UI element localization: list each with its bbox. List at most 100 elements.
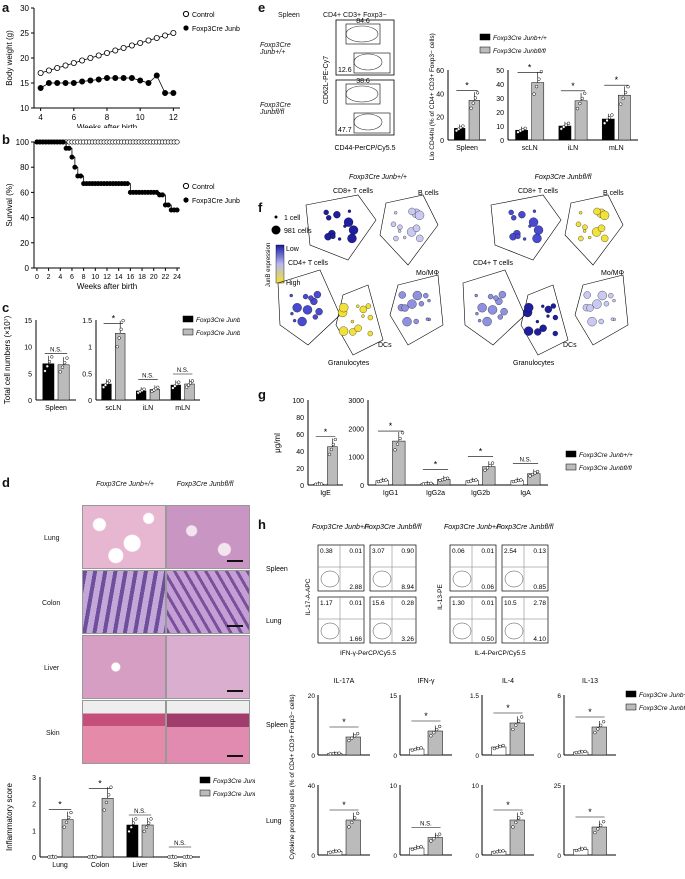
data-point xyxy=(64,820,69,824)
data-point xyxy=(578,101,582,106)
category-label: mLN xyxy=(609,145,624,152)
bar xyxy=(57,364,70,401)
x-tick-label: 8 xyxy=(82,274,86,281)
category-label: Colon xyxy=(91,862,109,869)
bar xyxy=(531,82,545,141)
quadrant-value: 1.17 xyxy=(320,600,333,607)
data-point xyxy=(495,850,499,854)
data-point xyxy=(104,75,111,82)
quadrant-value: 4.10 xyxy=(533,636,546,643)
y-tick-label: 0 xyxy=(475,853,479,860)
data-point xyxy=(137,77,144,84)
contour xyxy=(372,570,392,588)
category-label: IgG1 xyxy=(383,490,398,497)
quadrant-value: 0.06 xyxy=(452,548,465,555)
data-point xyxy=(58,370,62,374)
data-point xyxy=(95,76,102,83)
spade-node xyxy=(302,305,313,315)
y-tick-label: 20 xyxy=(20,54,29,63)
data-point xyxy=(429,734,433,738)
data-point xyxy=(347,825,351,829)
quadrant-value: 0.01 xyxy=(481,600,494,607)
legend-label: Foxp3Cre Junb+/+ xyxy=(579,452,633,459)
y-tick-label: 0 xyxy=(557,853,561,860)
spade-node xyxy=(578,235,584,242)
data-point xyxy=(60,365,65,369)
contour xyxy=(372,622,392,640)
data-point xyxy=(119,327,123,331)
facs-plot xyxy=(449,596,497,644)
x-tick-label: 12 xyxy=(103,274,111,281)
quadrant-value: 3.07 xyxy=(372,548,385,555)
panel-label: d xyxy=(2,475,10,490)
spade-node xyxy=(313,290,322,299)
category-label: mLN xyxy=(175,405,190,412)
spade-node xyxy=(482,316,492,327)
category-label: Spleen xyxy=(45,405,67,412)
cluster-outline xyxy=(490,194,562,261)
y-tick-label: 15 xyxy=(390,693,398,700)
immunoglobulin-chart: IgE * 0 20 40 60 80 100 IgG1 * IgG2a * IgG2b * IgA N.S.… xyxy=(273,398,633,497)
spade-node xyxy=(599,210,610,220)
bar xyxy=(327,446,338,486)
data-point xyxy=(410,748,415,752)
data-point xyxy=(432,837,436,841)
data-point xyxy=(128,75,135,82)
data-point xyxy=(334,849,338,853)
row-label-colon: Colon xyxy=(42,600,61,607)
data-point xyxy=(70,60,77,67)
cluster-label: Granulocytes xyxy=(328,360,370,367)
y-tick-label: 40 xyxy=(296,449,304,456)
spade-node xyxy=(397,229,402,233)
color-scale xyxy=(275,244,285,284)
spade-node xyxy=(575,221,582,227)
gate-low xyxy=(353,52,391,74)
data-point xyxy=(511,825,515,829)
y-tick-label: 2 xyxy=(32,802,36,809)
spade-node xyxy=(593,207,601,216)
row-label: Spleen xyxy=(266,566,288,573)
data-point xyxy=(437,724,442,729)
data-point xyxy=(490,461,495,465)
column-label: Foxp3Cre Junb+/+ xyxy=(312,524,370,531)
cluster-outline xyxy=(574,274,629,346)
bar xyxy=(345,819,361,856)
data-point xyxy=(519,715,524,719)
y-tick-label: 10 xyxy=(496,124,504,131)
data-point xyxy=(429,839,433,843)
data-point xyxy=(107,379,112,383)
y-axis-label: Survival (%) xyxy=(5,183,14,226)
data-point xyxy=(175,382,179,386)
row-label: Lung xyxy=(266,818,282,825)
significance-label: * xyxy=(588,707,592,717)
data-point xyxy=(188,381,193,385)
data-point xyxy=(580,847,584,851)
data-point xyxy=(574,750,579,755)
bar xyxy=(141,824,154,858)
data-point xyxy=(177,380,181,384)
y-tick-label: 30 xyxy=(496,96,504,103)
bar xyxy=(42,363,55,401)
spade-node xyxy=(427,298,431,303)
column-label: Foxp3Cre Junbfl/fl xyxy=(365,524,422,531)
x-tick-label: 6 xyxy=(72,113,77,122)
spade-node xyxy=(412,224,421,232)
category-label: iLN xyxy=(568,145,579,152)
data-point xyxy=(142,829,146,834)
bar xyxy=(574,100,588,141)
data-point xyxy=(65,356,69,360)
column-label: Foxp3Cre Junb+/+ xyxy=(444,524,502,531)
data-point xyxy=(350,820,354,825)
category-label: Skin xyxy=(173,862,187,869)
data-point xyxy=(607,116,612,120)
legend-label: Foxp3Cre Junbfl/+ xyxy=(213,778,255,785)
data-point xyxy=(79,78,86,85)
data-point xyxy=(189,855,193,859)
histology-colon-control xyxy=(82,570,166,634)
data-point xyxy=(331,442,336,447)
row-label-skin: Skin xyxy=(46,730,60,737)
data-point xyxy=(580,96,584,101)
data-point xyxy=(174,139,180,145)
data-point xyxy=(498,849,502,853)
x-tick-label: 10 xyxy=(91,274,99,281)
